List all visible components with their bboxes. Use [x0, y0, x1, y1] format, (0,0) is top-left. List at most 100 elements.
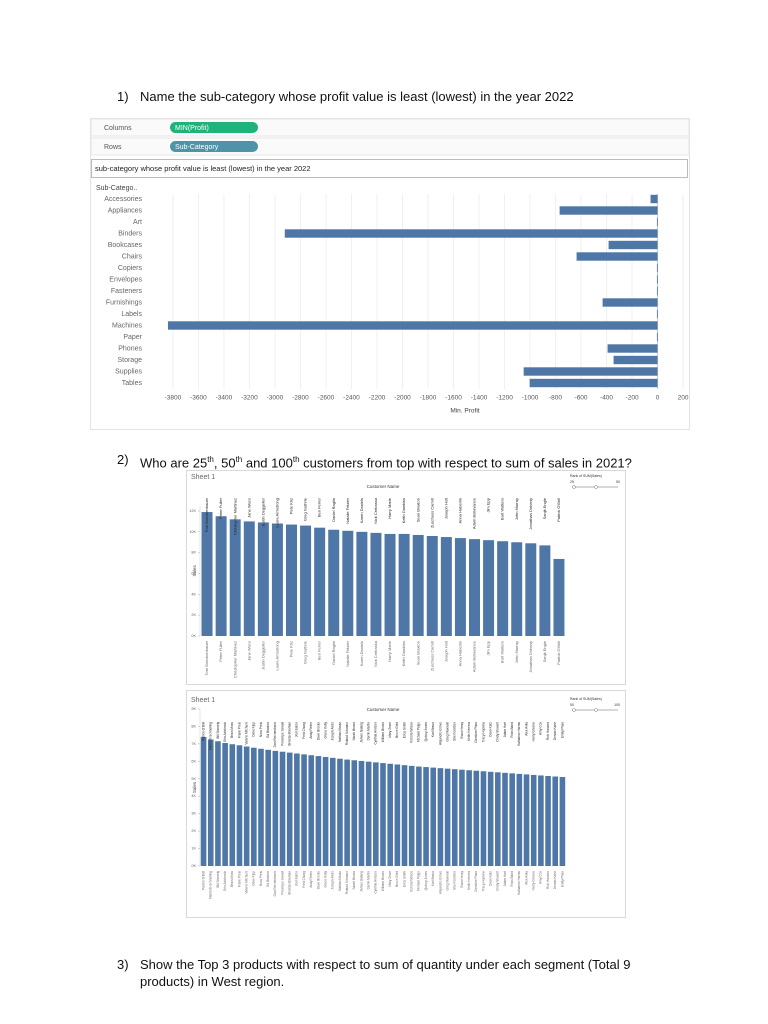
bar [272, 750, 279, 866]
bar [426, 536, 438, 636]
bar [430, 767, 437, 866]
bar [412, 534, 424, 636]
text: and 100 [242, 455, 293, 471]
bar-name: Christine Phan [474, 722, 478, 743]
bar [229, 519, 241, 636]
chart-title: sub-category whose profit value is least… [95, 164, 311, 173]
bar [459, 769, 465, 866]
bar [258, 748, 264, 866]
y-tick-label: 12K [189, 509, 196, 513]
bar-name: Erin Ashbrook [223, 722, 227, 742]
question-number: 3) [117, 957, 129, 972]
row-header: Sub-Catego.. [96, 185, 137, 192]
bar [401, 765, 408, 866]
x-tick-label: Sean Braxton [415, 641, 420, 665]
slider-handle [594, 708, 598, 712]
bar [365, 761, 372, 866]
bar [469, 539, 480, 636]
x-tick-label: -800 [549, 395, 562, 402]
x-tick-label: Dan Reichenbach [273, 871, 277, 897]
bar [236, 745, 243, 866]
bar [356, 531, 368, 636]
bar-name: Ross Baird [510, 722, 514, 738]
x-tick-label: Katharine Harms [517, 871, 521, 895]
category-label: Tables [122, 380, 143, 387]
bar-name: James Galang [359, 722, 363, 743]
y-tick-label: 4K [191, 794, 196, 798]
filter-value: 50 [616, 480, 620, 484]
sales-chart: Sheet 1 Customer Name Rank of SUM(Sales) 25… [186, 470, 626, 685]
x-tick-label: Peter Fuller [218, 640, 223, 661]
title-box [91, 159, 688, 178]
superscript: th [207, 455, 214, 464]
x-tick-label: Emily Phan [560, 871, 564, 887]
bar [265, 749, 271, 866]
x-tick-label: Zuschuss Carroll [429, 641, 434, 671]
x-tick-label: Christine Phan [474, 871, 478, 892]
x-tick-label: 200 [678, 395, 689, 402]
bar [545, 775, 551, 866]
bar [602, 298, 658, 307]
bar [408, 765, 415, 866]
y-tick-label: 8K [191, 724, 196, 728]
x-tick-label: Patrick O'Brill [556, 641, 561, 665]
category-label: Art [133, 219, 142, 226]
bar-name: Patrick O'Brill [201, 722, 205, 741]
category-label: Supplies [115, 368, 142, 375]
y-tick-label: 7K [191, 742, 196, 746]
filter-title: Rank of SUM(Sales) [570, 474, 602, 478]
x-tick-label: -3800 [165, 395, 182, 402]
bar-name: Pete Kriz [289, 498, 294, 514]
bar [328, 529, 340, 636]
bar [437, 768, 444, 866]
x-tick-label: Darrin Martin [366, 871, 370, 890]
bar [608, 240, 658, 250]
x-tick-label: Cindy Stewart [496, 871, 500, 891]
x-tick-label: Amy Cox [539, 871, 543, 884]
bar-name: Brenda Bowman [288, 722, 292, 746]
x-tick-label: Adam Bellavance [472, 640, 477, 672]
y-tick-label: 4K [191, 592, 196, 596]
bar-name: Brian Moss [230, 722, 234, 738]
x-tick-label: Nick Crebassa [373, 640, 378, 667]
x-tick-label: Patrick O'Brill [201, 871, 205, 890]
y-tick-label: 5K [191, 777, 196, 781]
bar [300, 525, 312, 636]
bar-name: Grace Kelly [323, 722, 327, 739]
bar-name: Fred Chung [302, 722, 306, 739]
bar-name: Jim Epp [486, 497, 491, 512]
y-tick-label: 3K [191, 812, 196, 816]
x-tick-label: Ed Braxton [266, 871, 270, 887]
question-number: 2) [117, 452, 129, 467]
bar [416, 766, 422, 866]
slider-handle [572, 485, 576, 489]
bar [215, 741, 221, 866]
bar [516, 773, 523, 866]
slider-handle [572, 708, 576, 712]
bar [656, 263, 658, 273]
x-tick-label: -600 [575, 395, 588, 402]
superscript: th [292, 455, 300, 464]
bar [387, 763, 393, 866]
x-tick-label: -1400 [471, 395, 488, 402]
question-text: Who are 25th, 50th and 100th customers f… [140, 451, 660, 471]
bar [201, 512, 213, 636]
x-tick-label: Brenda Bowman [288, 871, 292, 895]
bar [525, 543, 537, 636]
category-label: Copiers [118, 265, 143, 272]
bar [167, 321, 658, 330]
bar-name: Quincy Jones [424, 722, 428, 742]
bar-name: Bruce Geld [395, 722, 399, 738]
category-label: Machines [112, 322, 142, 329]
bar-name: Adam Bellavance [472, 497, 477, 529]
y-tick-label: 8K [191, 551, 196, 555]
sales-chart: Sheet 1 Customer Name Rank of SUM(Sales) 50… [186, 690, 626, 918]
x-tick-label: Nathan Mautz [338, 871, 342, 891]
bar [373, 762, 379, 866]
bar-name: Christopher Martinez [232, 498, 237, 535]
x-tick-label: Sanjit Engle [542, 640, 547, 662]
x-tick-label: Christopher Martinez [232, 641, 237, 678]
y-tick-label: 10K [189, 530, 196, 534]
x-tick-label: Jane Waco [246, 640, 251, 661]
